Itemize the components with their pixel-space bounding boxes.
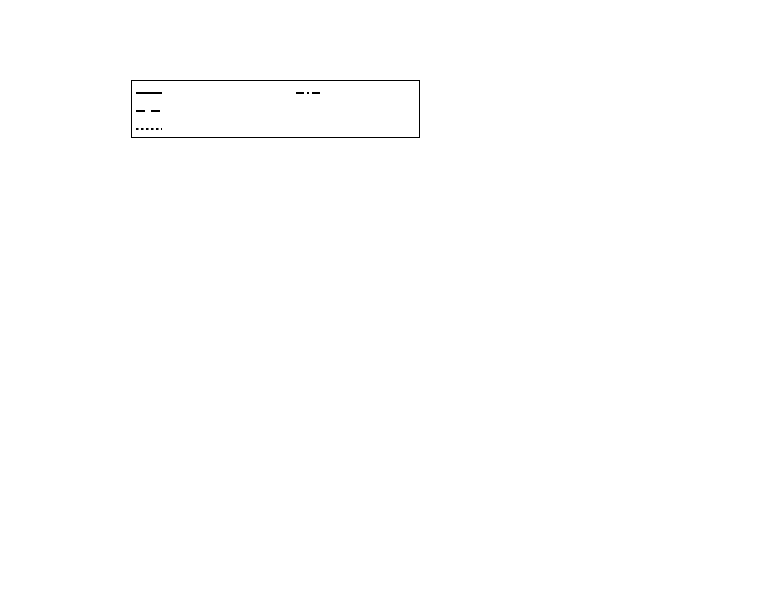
inelastic-line-sample-icon: [136, 128, 162, 130]
legend-row-3: [132, 120, 419, 138]
capture-line-sample-icon: [296, 92, 322, 94]
elastic-line-sample-icon: [136, 110, 162, 112]
legend-row-1: [132, 84, 419, 102]
legend-row-2: [132, 102, 419, 120]
legend-box: [131, 80, 420, 138]
total-line-sample-icon: [136, 92, 162, 94]
legend-col2: [292, 84, 329, 102]
